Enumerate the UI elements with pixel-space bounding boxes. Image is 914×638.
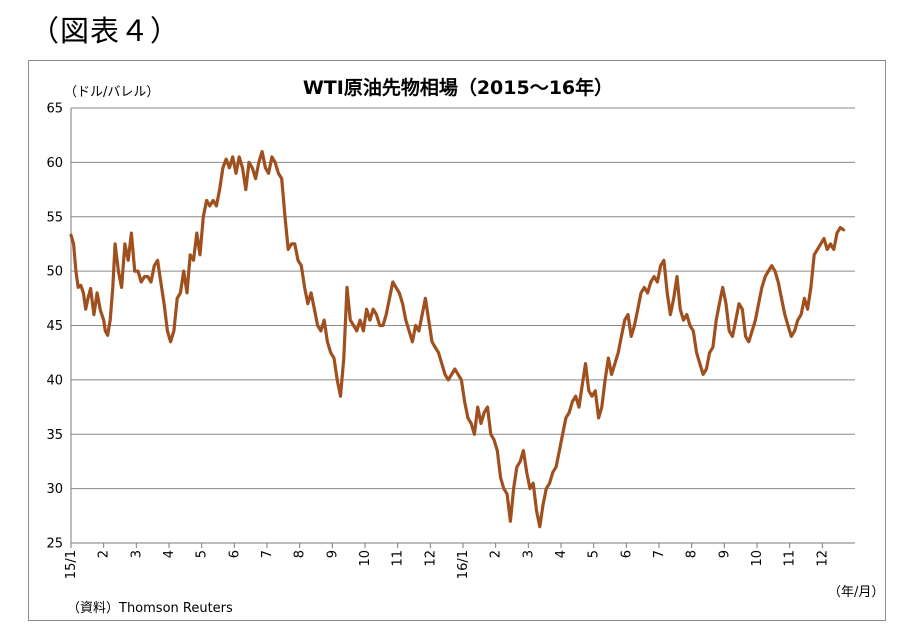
x-tick-label: 10 bbox=[358, 550, 373, 567]
x-tick-label: 15/1 bbox=[64, 550, 79, 579]
source-note: （資料）Thomson Reuters bbox=[67, 601, 233, 616]
x-tick-label: 5 bbox=[195, 550, 210, 558]
chart-frame: WTI原油先物相場（2015～16年） （ドル/バレル） （年/月） （資料）T… bbox=[28, 60, 886, 621]
x-tick-label: 9 bbox=[717, 550, 732, 558]
x-tick-label: 12 bbox=[423, 550, 438, 567]
y-axis-label: （ドル/バレル） bbox=[64, 85, 159, 100]
y-tick-labels: 25 30 35 40 45 50 55 60 65 bbox=[46, 102, 63, 552]
x-tick-label: 2 bbox=[97, 550, 112, 558]
x-axis-label: （年/月） bbox=[828, 585, 884, 600]
x-tick-label: 5 bbox=[587, 550, 602, 558]
x-tick-label: 6 bbox=[227, 550, 242, 558]
x-tick-label: 8 bbox=[685, 550, 700, 558]
axes bbox=[70, 108, 855, 548]
x-tick-label: 11 bbox=[783, 550, 798, 567]
x-tick-label: 4 bbox=[162, 550, 177, 558]
x-tick-label: 7 bbox=[260, 550, 275, 558]
y-tick-label: 40 bbox=[46, 373, 63, 388]
y-tick-label: 55 bbox=[46, 210, 63, 225]
x-tick-label: 4 bbox=[554, 550, 569, 558]
y-tick-label: 60 bbox=[46, 156, 63, 171]
grid-lines bbox=[71, 107, 855, 544]
y-tick-label: 35 bbox=[46, 428, 63, 443]
series-group bbox=[69, 149, 846, 529]
x-tick-label: 16/1 bbox=[456, 550, 471, 579]
x-tick-labels: 15/1 2 3 4 5 6 7 8 9 10 11 12 16/1 2 3 4 5 6 7 8 9 10 11 12 bbox=[64, 550, 830, 579]
y-tick-label: 25 bbox=[46, 537, 63, 552]
series-line-0 bbox=[69, 149, 846, 529]
y-tick-label: 65 bbox=[46, 102, 63, 117]
line-chart: WTI原油先物相場（2015～16年） （ドル/バレル） （年/月） （資料）T… bbox=[46, 76, 884, 616]
y-tick-label: 30 bbox=[46, 482, 63, 497]
chart-title: WTI原油先物相場（2015～16年） bbox=[303, 76, 613, 99]
x-tick-label: 9 bbox=[325, 550, 340, 558]
x-tick-label: 12 bbox=[815, 550, 830, 567]
x-tick-label: 2 bbox=[489, 550, 504, 558]
x-tick-label: 3 bbox=[129, 550, 144, 558]
x-tick-label: 6 bbox=[619, 550, 634, 558]
x-tick-label: 3 bbox=[521, 550, 536, 558]
x-tick-label: 10 bbox=[750, 550, 765, 567]
y-tick-label: 50 bbox=[46, 265, 63, 280]
x-tick-label: 11 bbox=[391, 550, 406, 567]
figure-label: （図表４） bbox=[30, 14, 181, 48]
y-tick-label: 45 bbox=[46, 319, 63, 334]
x-tick-label: 7 bbox=[652, 550, 667, 558]
x-tick-label: 8 bbox=[293, 550, 308, 558]
